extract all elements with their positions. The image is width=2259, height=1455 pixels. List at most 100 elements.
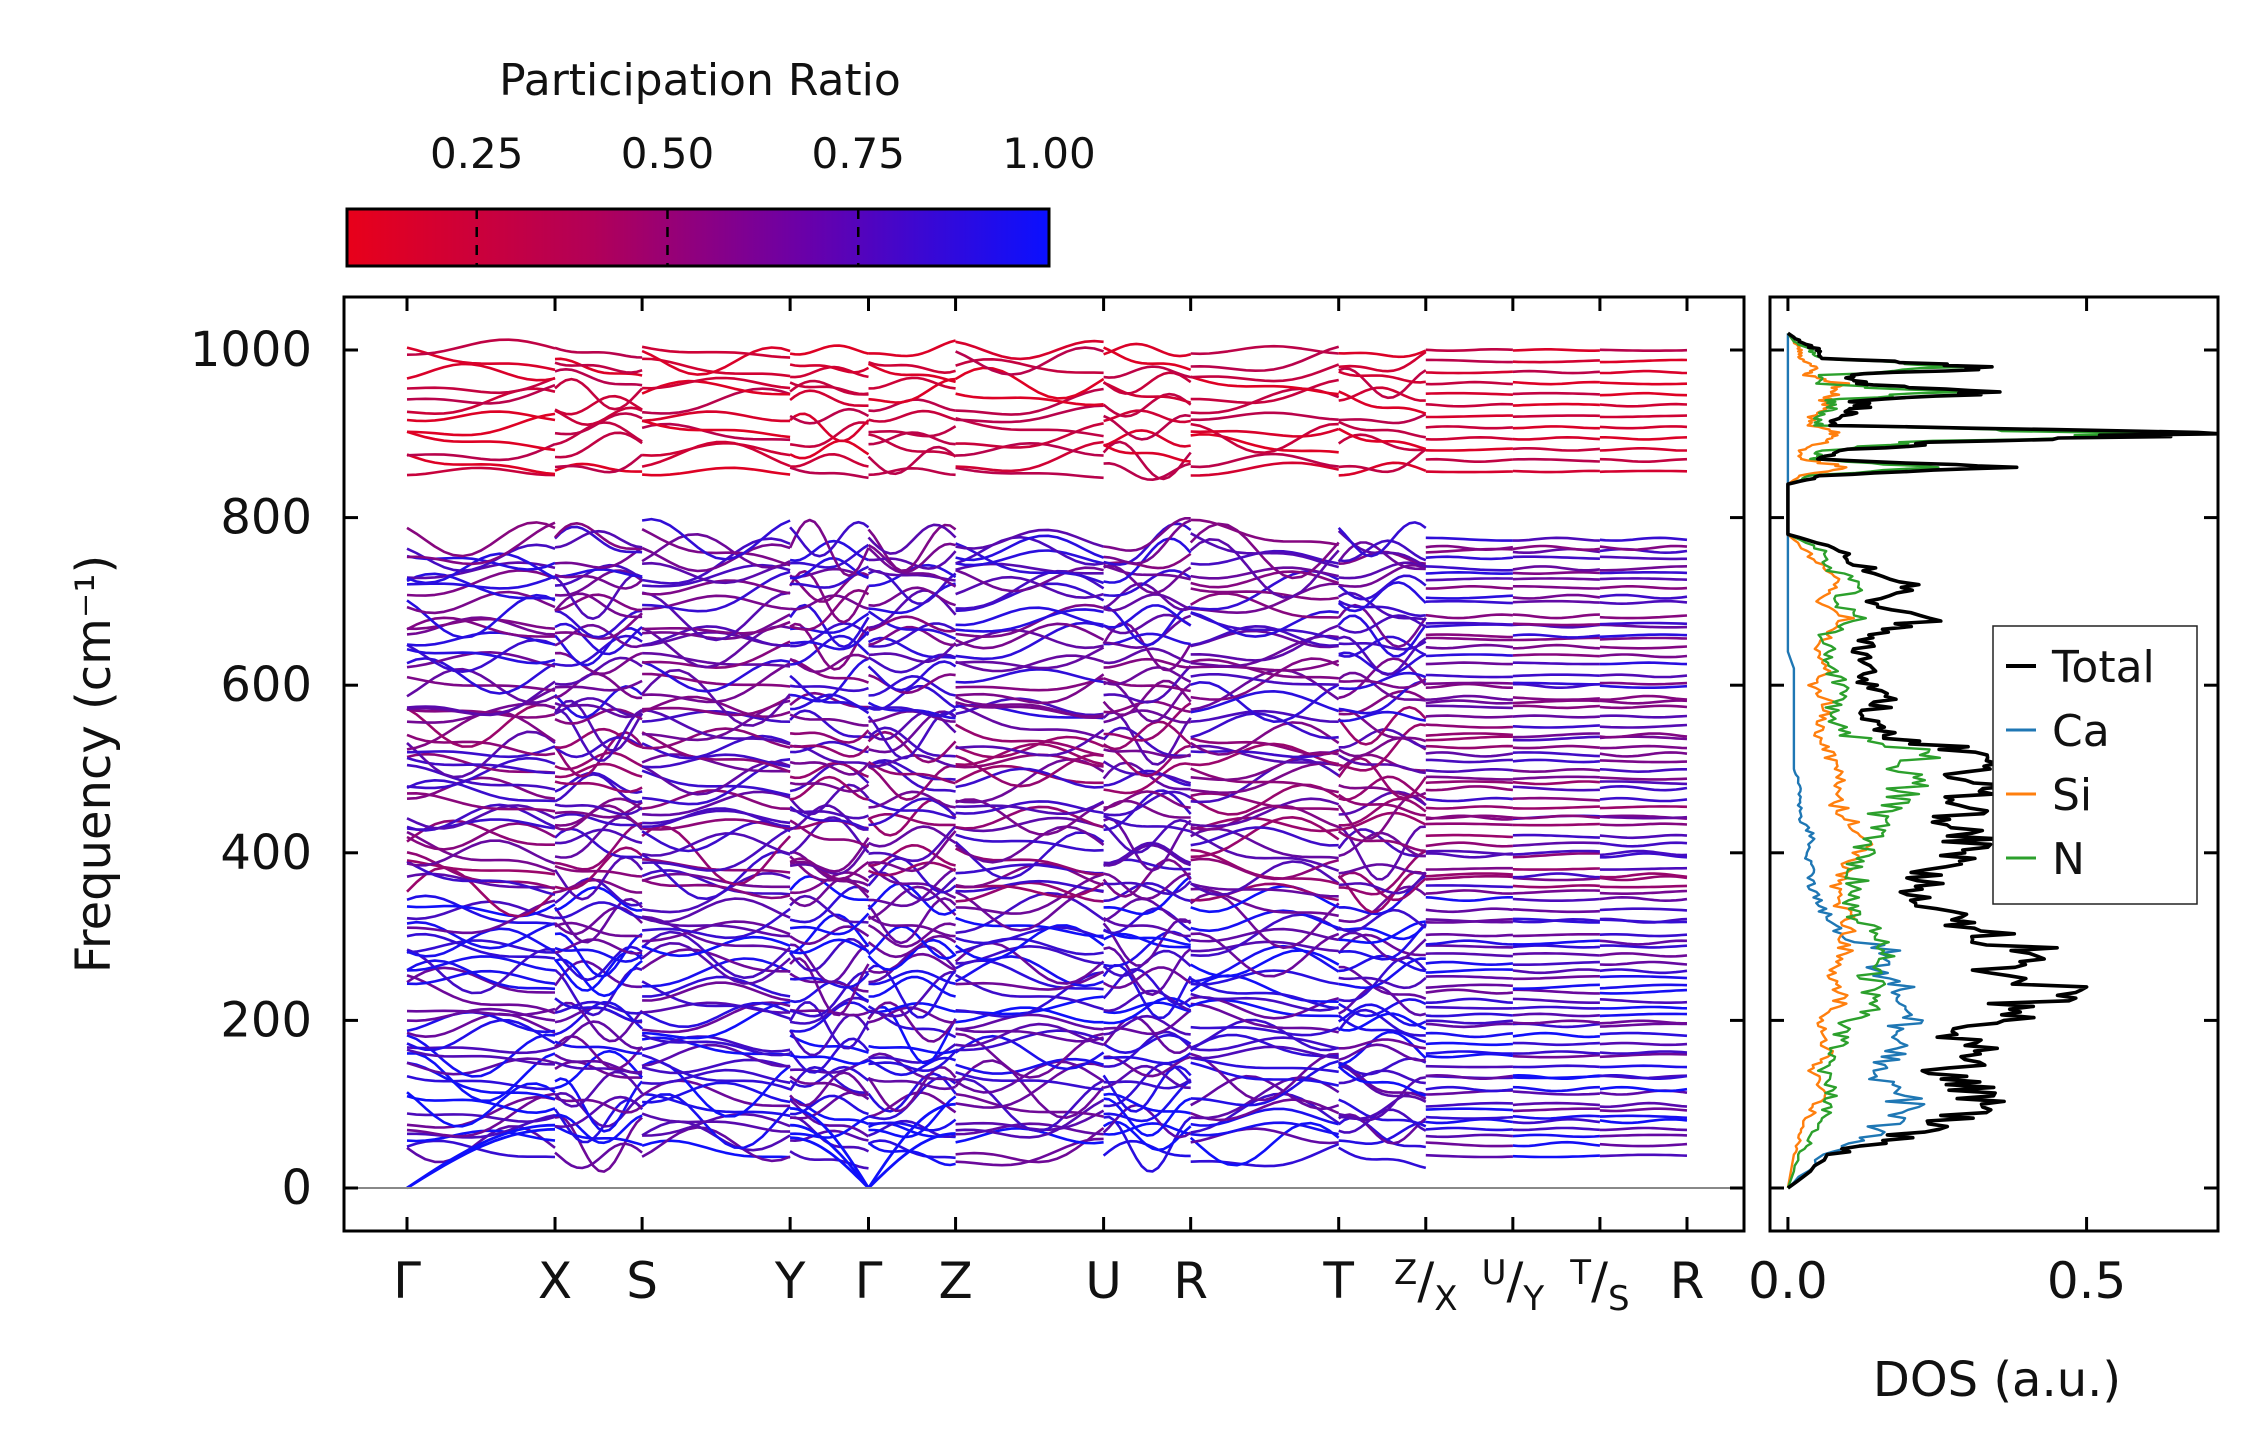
phonon-band xyxy=(1425,849,1513,856)
phonon-band xyxy=(867,761,956,793)
phonon-band xyxy=(1512,1050,1600,1055)
phonon-band xyxy=(1425,348,1513,352)
phonon-band xyxy=(789,937,870,972)
phonon-band xyxy=(1599,998,1688,1004)
dos-series-total xyxy=(1786,331,2218,1190)
phonon-band xyxy=(554,1142,643,1170)
phonon-band xyxy=(1190,744,1339,766)
phonon-band xyxy=(406,1074,556,1091)
legend-label: N xyxy=(2052,834,2085,885)
phonon-band xyxy=(1512,704,1600,710)
phonon-band xyxy=(1512,1085,1600,1093)
phonon-band xyxy=(1425,1126,1513,1132)
phonon-band xyxy=(1102,918,1192,967)
phonon-band xyxy=(1425,968,1513,974)
phonon-band xyxy=(554,906,644,936)
phonon-band xyxy=(868,1043,957,1064)
phonon-band xyxy=(868,1050,957,1072)
phonon-band xyxy=(1599,623,1688,629)
phonon-band xyxy=(1512,1107,1600,1113)
phonon-band xyxy=(867,934,957,959)
phonon-band xyxy=(642,662,791,704)
phonon-band xyxy=(406,675,556,692)
phonon-band xyxy=(789,729,870,744)
phonon-band xyxy=(955,1070,1104,1091)
phonon-band xyxy=(641,897,791,924)
phonon-band xyxy=(1599,968,1688,975)
phonon-band xyxy=(1103,443,1191,463)
phonon-band xyxy=(1599,614,1688,620)
phonon-band xyxy=(868,675,956,697)
phonon-band xyxy=(789,539,869,562)
phonon-band xyxy=(789,713,869,727)
phonon-band xyxy=(406,920,556,950)
phonon-band xyxy=(1190,375,1339,396)
phonon-band xyxy=(1338,591,1427,621)
phonon-band xyxy=(554,412,643,436)
phonon-band xyxy=(554,966,643,1017)
phonon-band xyxy=(1425,1064,1513,1069)
phonon-band xyxy=(789,684,869,693)
phonon-band xyxy=(867,882,957,916)
phonon-band xyxy=(1512,1140,1601,1148)
phonon-band xyxy=(955,542,1105,585)
phonon-band xyxy=(1599,699,1688,705)
phonon-band xyxy=(1512,643,1600,650)
phonon-band xyxy=(1512,544,1601,551)
phonon-band xyxy=(1102,582,1192,612)
band-y-tick-label: 200 xyxy=(220,992,312,1048)
phonon-band xyxy=(554,1053,643,1074)
phonon-band xyxy=(868,1095,957,1139)
phonon-band xyxy=(1599,1031,1688,1038)
phonon-band xyxy=(868,431,956,446)
phonon-band xyxy=(1103,381,1192,404)
phonon-band xyxy=(955,668,1104,684)
phonon-band xyxy=(406,1048,556,1066)
phonon-band xyxy=(406,730,556,779)
phonon-band xyxy=(1425,939,1513,946)
phonon-band xyxy=(554,361,643,374)
phonon-band xyxy=(406,617,556,631)
phonon-band xyxy=(1190,816,1340,859)
dos-x-tick-label: 0.5 xyxy=(2047,1252,2127,1310)
phonon-band xyxy=(1337,705,1427,746)
phonon-band xyxy=(1599,633,1688,639)
phonon-band xyxy=(955,534,1105,562)
phonon-band xyxy=(789,1001,870,1033)
phonon-band xyxy=(867,813,956,827)
phonon-band xyxy=(1599,1085,1688,1093)
phonon-band xyxy=(1512,469,1600,474)
phonon-band xyxy=(867,857,957,894)
phonon-band xyxy=(1190,1036,1339,1052)
kpoint-label: X xyxy=(538,1252,572,1310)
phonon-band xyxy=(406,932,556,960)
phonon-band xyxy=(1599,896,1688,902)
phonon-band xyxy=(1512,661,1600,666)
phonon-band xyxy=(1338,1012,1427,1032)
phonon-band xyxy=(955,346,1104,376)
phonon-band xyxy=(1103,744,1191,778)
phonon-band xyxy=(1103,748,1192,759)
phonon-band xyxy=(790,1058,870,1074)
phonon-band xyxy=(955,404,1104,424)
kpoint-label: S xyxy=(626,1252,658,1310)
phonon-band xyxy=(955,358,1104,375)
phonon-band xyxy=(955,339,1104,361)
phonon-band xyxy=(1512,1133,1600,1139)
phonon-band xyxy=(868,710,957,754)
phonon-band xyxy=(641,1033,791,1057)
phonon-band xyxy=(868,790,956,809)
phonon-band xyxy=(868,622,957,648)
phonon-band xyxy=(1425,1031,1514,1039)
phonon-band xyxy=(641,1068,791,1085)
phonon-band xyxy=(406,1007,556,1023)
phonon-band xyxy=(1103,342,1191,358)
phonon-band xyxy=(867,925,957,960)
phonon-band xyxy=(1103,841,1192,865)
phonon-band xyxy=(789,912,870,936)
phonon-band xyxy=(954,723,1104,757)
phonon-band xyxy=(1599,884,1688,889)
phonon-band xyxy=(406,1057,556,1076)
acoustic-branch xyxy=(790,1123,870,1189)
phonon-band xyxy=(554,828,643,845)
